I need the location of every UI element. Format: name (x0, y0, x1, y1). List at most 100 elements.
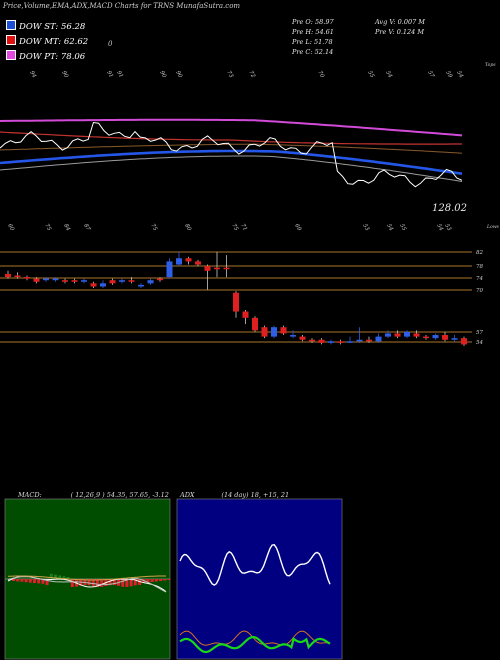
candle-body (347, 341, 353, 343)
candle-body (451, 338, 458, 340)
ema-top-label: 94 (28, 70, 37, 79)
ohlc-open: Pre O: 58.97 (292, 18, 334, 26)
price-level-label: 78 (476, 264, 483, 270)
macd-histogram-bar (138, 579, 141, 586)
candle-body (233, 292, 239, 312)
ema-bottom-label: 60 (6, 223, 15, 232)
candle-body (299, 336, 306, 340)
candle-body (309, 339, 315, 342)
macd-histogram-bar (33, 579, 36, 583)
candle-body (176, 258, 182, 265)
legend-dow-mt: DOW MT: 62.62 (6, 35, 88, 47)
candle-body (81, 280, 87, 282)
legend-label-mt: DOW MT: 62.62 (19, 37, 89, 47)
macd-ema-line (7, 575, 166, 581)
ema-line-st (0, 149, 463, 175)
macd-histogram-bar (20, 579, 24, 582)
candle-body (128, 280, 135, 282)
macd-histogram-bar (167, 579, 171, 580)
ema-top-label: 55 (366, 70, 375, 79)
candle-body (413, 333, 420, 337)
ema-bottom-label: 87 (82, 223, 91, 232)
macd-histogram-bar (91, 579, 95, 587)
candle-body (204, 266, 211, 271)
ema-bottom-label: 84 (62, 223, 71, 232)
candle-body (290, 335, 296, 337)
macd-histogram-bar (163, 579, 167, 581)
macd-histogram-bar (24, 579, 28, 583)
legend-dow-pt: DOW PT: 78.06 (6, 50, 85, 62)
candle-body (242, 311, 249, 318)
candle-body (423, 336, 429, 339)
candle-body (100, 283, 106, 287)
ema-top-label: 70 (316, 70, 325, 79)
macd-histogram-bar (146, 579, 150, 583)
candle-body (394, 333, 401, 337)
ema-corner-lows: Lows (486, 224, 500, 230)
candle-body (185, 258, 192, 262)
candle-body (328, 341, 334, 343)
macd-histogram-bar (129, 579, 133, 587)
candle-body (385, 333, 391, 337)
candle-body (337, 341, 344, 343)
candle-body (147, 280, 154, 284)
macd-histogram-bar (62, 576, 66, 579)
macd-histogram-bar (16, 579, 20, 582)
legend-swatch-pt (6, 50, 16, 60)
ohlc-close: Pre C: 52.14 (292, 48, 334, 56)
ema-top-label: 72 (247, 70, 256, 79)
candle-body (52, 278, 59, 281)
macd-histogram-bar (133, 579, 137, 586)
macd-histogram-bar (159, 579, 162, 581)
legend-swatch-st (6, 20, 16, 30)
candle-body (166, 261, 173, 278)
ema-line-mt (0, 131, 462, 145)
ema-bottom-label: 71 (239, 223, 248, 232)
macd-histogram-bar (96, 579, 99, 587)
ema-top-label: 90 (60, 70, 69, 79)
price-line (0, 121, 463, 188)
price-level-label: 54 (476, 340, 483, 346)
ema-bottom-label: 75 (230, 223, 239, 232)
macd-histogram-bar (37, 579, 41, 584)
candle-body (271, 327, 277, 337)
ohlc-avg-volume: Avg V: 0.007 M (375, 18, 425, 26)
candle-body (375, 336, 382, 342)
adx-plus-di-line (179, 635, 331, 654)
candle-body (14, 275, 21, 278)
candle-body (119, 280, 125, 282)
macd-label: MACD: ( 12,26,9 ) 54.35, 57.65, -3.12 (18, 491, 169, 499)
candle-body (90, 283, 97, 287)
ema-bottom-label: 69 (293, 223, 302, 232)
ema-top-label: 54 (384, 70, 393, 79)
legend-dow-st: DOW ST: 56.28 (6, 20, 85, 32)
price-level-label: 82 (476, 250, 483, 256)
macd-panel (4, 498, 171, 660)
ema-bottom-label: 75 (43, 223, 52, 232)
candle-body (195, 261, 201, 265)
ema-top-label: 73 (225, 70, 234, 79)
candle-body (261, 327, 268, 337)
adx-label: ADX (14 day) 18, +15, 21 (180, 491, 290, 499)
macd-histogram-bar (121, 579, 125, 587)
macd-histogram-bar (41, 579, 45, 584)
candle-body (280, 327, 287, 334)
macd-histogram-bar (100, 579, 104, 587)
macd-histogram-bar (28, 579, 32, 583)
candle-body (356, 339, 363, 342)
ema-bottom-label: 55 (398, 223, 407, 232)
macd-histogram-bar (12, 579, 15, 581)
candle-body (223, 267, 230, 270)
macd-histogram-bar (45, 579, 49, 585)
ema-line-pt (0, 118, 463, 137)
price-level-label: 70 (476, 288, 483, 294)
legend-label-pt: DOW PT: 78.06 (19, 52, 86, 62)
ema-line-grey (0, 155, 463, 182)
ema-top-label: 91 (115, 70, 124, 79)
candle-body (138, 284, 144, 287)
price-level-label: 74 (476, 276, 483, 282)
ema-bottom-label: 75 (149, 223, 158, 232)
adx-background (176, 498, 343, 660)
ohlc-high: Pre H: 54.61 (292, 28, 334, 36)
